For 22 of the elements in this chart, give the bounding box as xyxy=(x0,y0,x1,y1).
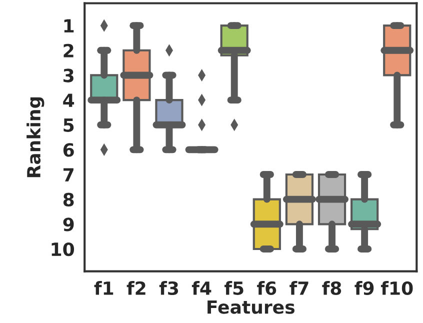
x-tick-label: f6 xyxy=(257,281,276,296)
x-tick-label: f1 xyxy=(94,281,114,295)
x-tick-label: f5 xyxy=(224,281,244,296)
y-tick-label: 8 xyxy=(63,192,74,206)
x-tick-label: f4 xyxy=(192,281,212,295)
y-tick-label: 3 xyxy=(64,68,74,82)
x-tick-label: f2 xyxy=(126,281,146,295)
y-tick-label: 1 xyxy=(64,19,74,32)
y-tick-label: 2 xyxy=(64,44,74,58)
y-tick-label: 7 xyxy=(64,168,74,182)
y-tick-label: 9 xyxy=(63,218,74,232)
x-tick-label: f8 xyxy=(322,281,342,296)
y-tick-label: 6 xyxy=(63,143,74,157)
x-tick-label: f7 xyxy=(290,281,308,295)
y-tick-label: 5 xyxy=(64,118,74,132)
x-tick-label: f3 xyxy=(159,281,178,296)
y-tick-label: 10 xyxy=(52,242,74,256)
x-tick-label: f10 xyxy=(380,281,413,296)
y-tick-label: 4 xyxy=(63,94,74,107)
y-axis-title: Ranking xyxy=(26,97,44,178)
x-tick-label: f9 xyxy=(354,281,374,296)
x-axis-title: Features xyxy=(208,300,294,314)
